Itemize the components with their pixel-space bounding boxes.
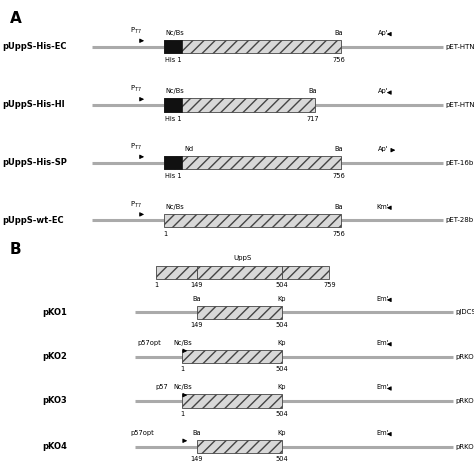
Text: pJDC9: pJDC9 (455, 310, 474, 315)
Bar (197, 440, 282, 453)
Text: Kp: Kp (278, 384, 286, 390)
Text: pET-28b: pET-28b (446, 217, 474, 223)
Text: 717: 717 (307, 116, 319, 122)
Bar (282, 266, 329, 279)
Text: Nc/Bs: Nc/Bs (165, 88, 184, 94)
Text: Em': Em' (376, 340, 389, 346)
Text: Em': Em' (376, 384, 389, 390)
Text: 756: 756 (333, 231, 345, 237)
Text: pUppS-His-HI: pUppS-His-HI (2, 100, 65, 109)
Bar (164, 156, 182, 169)
Text: P$_{T7}$: P$_{T7}$ (130, 142, 142, 152)
Text: Ba: Ba (192, 296, 201, 301)
Text: Nc/Bs: Nc/Bs (173, 340, 192, 346)
Text: pRKO2: pRKO2 (455, 444, 474, 449)
Text: Nd: Nd (184, 146, 193, 152)
Text: pET-HTNC: pET-HTNC (446, 44, 474, 49)
Text: A: A (9, 11, 21, 26)
Text: B: B (9, 242, 21, 257)
Text: Ba: Ba (192, 430, 201, 436)
Text: UppS: UppS (234, 255, 252, 261)
Text: 504: 504 (276, 282, 288, 288)
Text: 504: 504 (276, 322, 288, 328)
Text: 504: 504 (276, 456, 288, 462)
Bar (164, 40, 341, 53)
Text: Em': Em' (376, 430, 389, 436)
Text: 759: 759 (323, 282, 336, 288)
Bar (164, 40, 182, 53)
Bar (197, 306, 282, 319)
Text: Ba: Ba (309, 88, 317, 94)
Text: His 1: His 1 (165, 173, 182, 179)
Text: Ap': Ap' (378, 88, 389, 94)
Text: 149: 149 (191, 322, 203, 328)
Text: 1: 1 (181, 366, 184, 373)
Text: P$_{T7}$: P$_{T7}$ (130, 200, 142, 210)
Text: 756: 756 (333, 57, 345, 63)
Text: pET-16b: pET-16b (446, 160, 474, 165)
Text: Nc/Bs: Nc/Bs (173, 384, 192, 390)
Text: Nc/Bs: Nc/Bs (165, 203, 184, 210)
Text: pUppS-wt-EC: pUppS-wt-EC (2, 216, 64, 225)
Text: pKO1: pKO1 (43, 308, 67, 317)
Text: Kp: Kp (278, 430, 286, 436)
Text: Ba: Ba (335, 146, 343, 152)
Text: Kp: Kp (278, 340, 286, 346)
Text: pRKO2*: pRKO2* (455, 354, 474, 360)
Text: P$_{T7}$: P$_{T7}$ (130, 26, 142, 36)
Text: Em': Em' (376, 296, 389, 301)
Bar (156, 266, 197, 279)
Bar (164, 156, 341, 169)
Text: 756: 756 (333, 173, 345, 179)
Text: Km': Km' (376, 203, 389, 210)
Bar (197, 266, 282, 279)
Text: His 1: His 1 (165, 57, 182, 63)
Text: Ap': Ap' (378, 30, 389, 36)
Text: Kp: Kp (278, 296, 286, 301)
Text: 149: 149 (191, 282, 203, 288)
Text: His 1: His 1 (165, 116, 182, 122)
Text: pKO2: pKO2 (43, 352, 67, 361)
Text: Ba: Ba (335, 30, 343, 36)
Text: pKO4: pKO4 (43, 442, 67, 451)
Text: Ba: Ba (335, 203, 343, 210)
Text: pUppS-His-SP: pUppS-His-SP (2, 158, 67, 167)
Text: P$_{T7}$: P$_{T7}$ (130, 84, 142, 94)
Text: p57opt: p57opt (130, 430, 154, 436)
Text: 504: 504 (276, 410, 288, 417)
Bar (164, 98, 315, 112)
Text: pKO3: pKO3 (43, 396, 67, 405)
Bar (164, 98, 182, 112)
Text: pUppS-His-EC: pUppS-His-EC (2, 42, 67, 51)
Text: 504: 504 (276, 366, 288, 373)
Text: pET-HTNC: pET-HTNC (446, 102, 474, 108)
Text: 1: 1 (181, 410, 184, 417)
Bar (182, 394, 282, 408)
Bar (164, 213, 341, 227)
Bar (182, 350, 282, 363)
Text: 1: 1 (163, 231, 167, 237)
Text: Ap': Ap' (378, 146, 389, 152)
Text: Nc/Bs: Nc/Bs (165, 30, 184, 36)
Text: p57opt: p57opt (137, 340, 161, 346)
Text: pRKO1*: pRKO1* (455, 398, 474, 404)
Text: 1: 1 (155, 282, 158, 288)
Text: 149: 149 (191, 456, 203, 462)
Text: p57: p57 (155, 384, 168, 390)
